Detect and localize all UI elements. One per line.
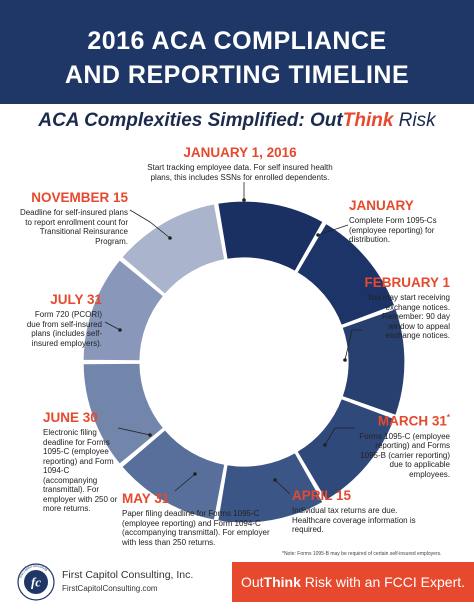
leader-dot: [273, 478, 277, 482]
event-nov-15: NOVEMBER 15 Deadline for self-insured pl…: [18, 190, 128, 246]
leader-line: [174, 473, 196, 492]
leader-dot: [118, 328, 122, 332]
event-text: Individual tax returns are due. Healthca…: [292, 506, 416, 534]
event-date: JANUARY: [349, 198, 414, 213]
event-date: FEBRUARY 1: [364, 275, 450, 290]
wheel-segment: [217, 451, 324, 524]
event-feb-1: FEBRUARY 1 You may start receiving excha…: [362, 275, 450, 341]
event-mar-31: MARCH 31* Forms 1095-C (employee reporti…: [355, 410, 450, 479]
subtitle-post: Risk: [393, 110, 436, 131]
event-date: NOVEMBER 15: [31, 190, 128, 205]
wheel-segment: [82, 362, 165, 466]
leader-line: [274, 479, 291, 495]
leader-line: [317, 224, 349, 236]
event-date: JULY 31: [50, 292, 102, 307]
cta-banner[interactable]: OutThink Risk with an FCCI Expert.: [232, 562, 474, 602]
subtitle: ACA Complexities Simplified: OutThink Ri…: [0, 110, 474, 132]
event-text: You may start receiving exchange notices…: [367, 293, 450, 340]
event-apr-15: APRIL 15 Individual tax returns are due.…: [292, 488, 417, 535]
wheel-segment: [296, 222, 396, 327]
leader-dot: [316, 233, 320, 237]
leader-line: [104, 321, 121, 331]
subtitle-pre: ACA Complexities Simplified: Out: [38, 110, 343, 131]
event-text: Forms 1095-C (employee reporting) and Fo…: [359, 431, 450, 479]
event-date-text: MARCH 31: [377, 413, 447, 429]
subtitle-emph: Think: [342, 110, 394, 131]
header-banner: 2016 ACA COMPLIANCE AND REPORTING TIMELI…: [0, 0, 474, 104]
leader-dot: [168, 236, 172, 240]
leader-line: [324, 427, 355, 446]
wheel-segment: [341, 307, 406, 417]
leader-line: [344, 329, 362, 361]
event-january: JANUARY Complete Form 1095-Cs (employee …: [349, 198, 459, 245]
wheel-segment: [217, 200, 324, 273]
title-line-1: 2016 ACA COMPLIANCE: [87, 27, 387, 55]
company-website-link[interactable]: FirstCapitolConsulting.com: [62, 584, 158, 593]
leader-dot: [193, 472, 197, 476]
event-date: MAY 31: [122, 491, 170, 506]
event-date: APRIL 15: [292, 488, 352, 503]
wheel-segment: [82, 258, 165, 362]
leader-dot: [148, 433, 152, 437]
wheel-segment: [296, 397, 396, 502]
leader-line: [117, 427, 151, 436]
leader-dot: [323, 443, 327, 447]
event-date: MARCH 31*: [355, 410, 450, 430]
event-jul-31: JULY 31 Form 720 (PCORI) due from self-i…: [26, 292, 102, 348]
title-line-2: AND REPORTING TIMELINE: [64, 61, 410, 89]
event-jan-1: JANUARY 1, 2016 Start tracking employee …: [140, 145, 340, 182]
cta-post: Risk with an FCCI Expert.: [300, 574, 466, 590]
event-text: Electronic filing deadline for Forms 109…: [43, 428, 118, 513]
event-date-footnote: *: [446, 413, 450, 422]
event-may-31: MAY 31 Paper filing deadline for Forms 1…: [122, 491, 272, 547]
leader-dot: [242, 198, 246, 202]
event-date: JANUARY 1, 2016: [183, 145, 297, 160]
cta-emph: Think: [263, 574, 301, 590]
leader-dot: [343, 358, 347, 362]
event-text: Complete Form 1095-Cs (employee reportin…: [349, 216, 437, 244]
footnote: *Note: Forms 1095-B may be required of c…: [282, 551, 442, 557]
leader-line: [129, 209, 171, 239]
event-jun-30: JUNE 30 Electronic filing deadline for F…: [43, 410, 118, 514]
event-date: JUNE 30: [43, 410, 98, 425]
company-name: First Capitol Consulting, Inc.: [62, 569, 194, 581]
event-text: Start tracking employee data. For self i…: [147, 163, 333, 182]
wheel-segment: [120, 428, 226, 521]
company-logo-icon: fc first capitol consulting: [17, 563, 55, 601]
event-text: Deadline for self-insured plans to repor…: [19, 208, 128, 246]
logo-initials: fc: [31, 575, 41, 590]
cta-pre: Out: [240, 574, 264, 590]
event-text: Paper filing deadline for Forms 1095-C (…: [122, 509, 270, 547]
event-text: Form 720 (PCORI) due from self-insured p…: [26, 310, 102, 348]
wheel-segment: [120, 203, 226, 296]
